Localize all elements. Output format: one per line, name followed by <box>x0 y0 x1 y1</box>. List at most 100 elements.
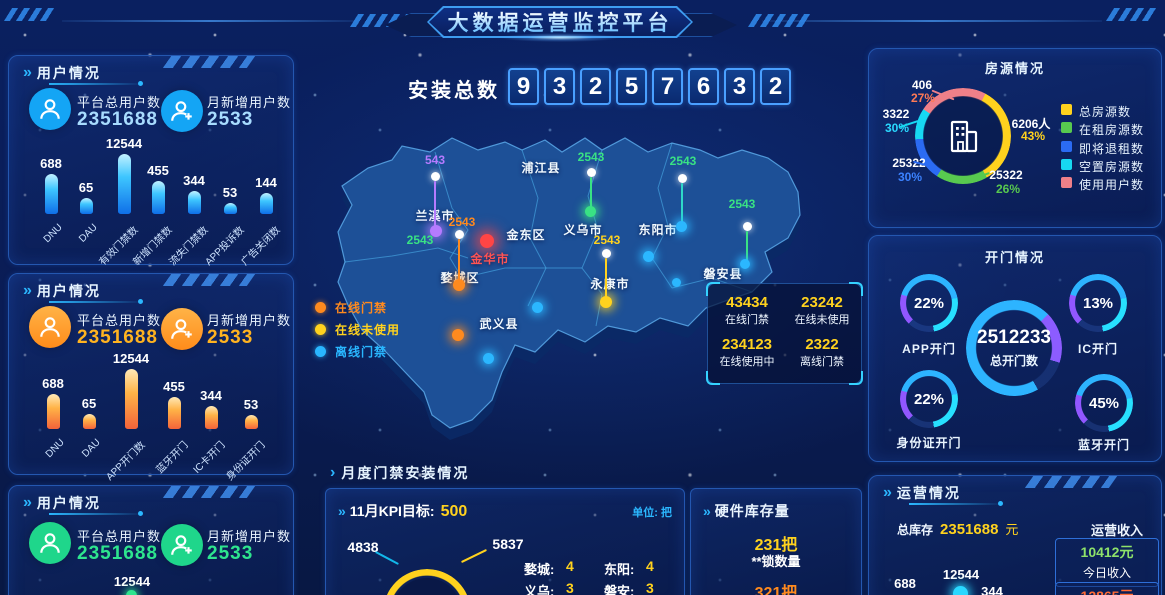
stock-label: 总库存 <box>897 523 934 537</box>
city-label: 东阳市 <box>638 223 678 237</box>
legend-swatch-icon <box>1061 177 1072 188</box>
inventory-value: 231把 <box>754 537 798 554</box>
corner-hatch-left <box>3 8 59 21</box>
stat-value: 23242 <box>801 294 843 311</box>
chevron-icon: › <box>330 464 336 481</box>
door-total-ring: 2512233 总开门数 <box>966 300 1062 396</box>
callout-line <box>460 548 488 564</box>
stat-label: 在线门禁 <box>725 314 769 326</box>
bar-value: 12544 <box>942 567 980 582</box>
stat-value: 2533 <box>207 543 254 564</box>
marker-dot <box>452 329 464 341</box>
panel-slats-decoration <box>1024 476 1118 488</box>
map-legend-item: 在线未使用 <box>315 321 400 338</box>
stat-label: 平台总用户数 <box>77 313 162 328</box>
city-stat-label: 磐安: <box>604 584 635 595</box>
map-pin <box>743 222 752 231</box>
stat-value: 2533 <box>207 109 254 130</box>
map-legend-item: 在线门禁 <box>315 299 387 316</box>
bar <box>80 198 93 214</box>
marker-dot <box>585 206 596 217</box>
user-plus-icon <box>161 308 203 350</box>
inventory-panel: » 硬件库存量 231把 **锁数量 321把 <box>690 488 862 595</box>
legend-swatch-icon <box>1061 141 1072 152</box>
install-digit: 5 <box>616 68 647 105</box>
pin-value: 543 <box>424 153 446 167</box>
install-digit: 9 <box>508 68 539 105</box>
stat-value: 234123 <box>721 336 773 353</box>
page-title: 大数据运营监控平台 <box>448 7 673 37</box>
door-total-value: 2512233 <box>977 327 1051 348</box>
marker-dot <box>483 353 494 364</box>
bar <box>118 154 131 214</box>
bar-value: 344 <box>200 388 222 403</box>
header-line-right <box>762 20 1102 22</box>
map-pin <box>455 230 464 239</box>
bar-value: 12544 <box>113 574 151 589</box>
city-stat-label: 婺城: <box>524 562 555 577</box>
map-pin <box>431 172 440 181</box>
corner-decoration <box>849 371 863 385</box>
city-label: 义乌市 <box>563 223 603 237</box>
kpi-label: 11月KPI目标: <box>349 503 435 519</box>
marker-dot <box>480 234 494 248</box>
housing-panel: 房源情况 406 27% 3322 30% 25322 30% 25322 26… <box>868 48 1162 228</box>
bar-value: 65 <box>78 180 94 195</box>
stat-label: 月新增用户数 <box>207 529 292 544</box>
bar-dot <box>126 590 137 595</box>
bar-value: 455 <box>147 163 169 178</box>
callout-value: 25322 <box>892 156 926 170</box>
city-label-highlight: 金华市 <box>470 252 510 266</box>
pin-value: 2543 <box>448 215 476 229</box>
panel-title: 硬件库存量 <box>714 503 790 519</box>
panel-title: 开门情况 <box>984 250 1045 265</box>
bar <box>168 397 181 429</box>
callout-value: 6206人 <box>1011 117 1051 131</box>
city-stat-value: 3 <box>566 580 574 595</box>
bar-value: 688 <box>40 156 62 171</box>
bar <box>245 415 258 429</box>
chevron-icon: » <box>23 64 32 81</box>
marker-dot <box>740 259 750 269</box>
map-pin <box>678 174 687 183</box>
ring-pct: 45% <box>1088 394 1120 412</box>
install-digit: 3 <box>544 68 575 105</box>
bar-value: 455 <box>163 379 185 394</box>
stat-value: 2351688 <box>77 109 158 130</box>
panel-slats-decoration <box>162 56 256 68</box>
user-panel-green: » 用户情况 平台总用户数 2351688 月新增用户数 2533 12544 <box>8 485 294 595</box>
donut-value-right: 5837 <box>492 536 524 552</box>
inventory-value: 321把 <box>754 585 798 595</box>
pin-value: 2543 <box>669 154 697 168</box>
stat-label: 在线使用中 <box>719 356 775 368</box>
chevron-icon: » <box>23 282 32 299</box>
kpi-value: 500 <box>440 503 468 520</box>
map-pin <box>587 168 596 177</box>
panel-slats-decoration <box>162 274 256 286</box>
ring-pct: 22% <box>913 390 945 408</box>
city-label: 武义县 <box>479 317 519 331</box>
city-label: 浦江县 <box>521 161 561 175</box>
income-caption: 今日收入 <box>1082 566 1131 580</box>
map-pin <box>602 249 611 258</box>
stat-value: 2322 <box>805 336 839 353</box>
bar <box>45 174 58 214</box>
panel-header: » 运营情况 <box>883 483 961 503</box>
callout-value: 25322 <box>989 168 1023 182</box>
city-stat-label: 义乌: <box>524 584 555 595</box>
stat-value: 2351688 <box>77 327 158 348</box>
legend-label: 总房源数 <box>1079 105 1132 119</box>
chevron-icon: » <box>338 503 346 519</box>
legend-swatch-icon <box>1061 122 1072 133</box>
install-digit: 2 <box>760 68 791 105</box>
pin-stem <box>434 181 436 227</box>
corner-hatch-right <box>1105 8 1161 21</box>
marker-dot <box>532 302 543 313</box>
pin-value: 2543 <box>728 197 756 211</box>
callout-pct: 30% <box>884 121 910 135</box>
ring-pct: 22% <box>913 294 945 312</box>
legend-label: 离线门禁 <box>335 345 388 359</box>
operation-panel: » 运营情况 总库存 2351688 元 运营收入 10412元 今日收入 12… <box>868 475 1162 595</box>
legend-label: 即将退租数 <box>1079 142 1145 156</box>
panel-slats-decoration <box>162 486 256 498</box>
